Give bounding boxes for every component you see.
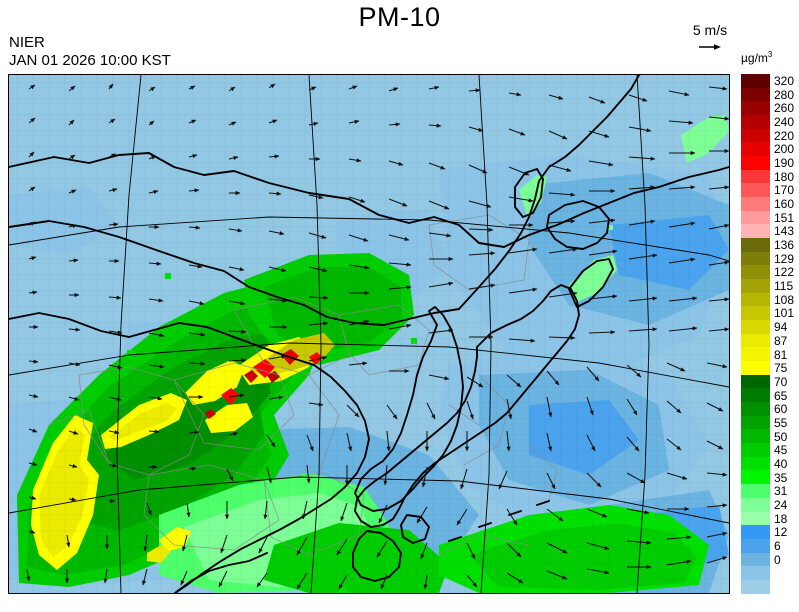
colorbar-tick-label: 101	[774, 306, 795, 321]
colorbar-unit-main: µg/m	[741, 51, 768, 65]
colorbar-tick-label: 0	[774, 552, 781, 567]
colorbar-tick-label: 35	[774, 470, 788, 485]
colorbar-swatch	[741, 374, 770, 389]
colorbar-unit-label: µg/m3	[741, 50, 799, 65]
colorbar-swatch	[741, 579, 770, 594]
colorbar-swatch	[741, 484, 770, 498]
colorbar-swatch	[741, 470, 770, 485]
colorbar-swatch	[741, 497, 770, 512]
colorbar-tick-label: 260	[774, 101, 795, 116]
colorbar-swatch	[741, 238, 770, 252]
colorbar-tick-label: 280	[774, 87, 795, 102]
colorbar-swatch	[741, 265, 770, 280]
colorbar-tick-label: 65	[774, 388, 788, 403]
colorbar-swatch	[741, 456, 770, 471]
colorbar-tick-label: 160	[774, 197, 795, 211]
colorbar-tick-label: 81	[774, 347, 788, 362]
colorbar-tick-label: 94	[774, 320, 788, 335]
colorbar-swatch	[741, 443, 770, 457]
colorbar-tick-label: 60	[774, 402, 788, 417]
agency-label: NIER	[9, 34, 45, 51]
colorbar-swatch	[741, 552, 770, 567]
colorbar-swatch	[741, 169, 770, 184]
colorbar-tick-label: 55	[774, 415, 788, 430]
wind-arrow-icon	[665, 42, 755, 54]
colorbar-tick-label: 40	[774, 457, 788, 471]
page-title: PM-10	[358, 2, 441, 32]
colorbar-tick-label: 12	[774, 525, 788, 540]
colorbar-tick-label: 18	[774, 511, 788, 526]
colorbar-swatch	[741, 224, 770, 239]
colorbar-swatch	[741, 429, 770, 444]
colorbar-tick-label: 50	[774, 429, 788, 444]
colorbar-swatch	[741, 87, 770, 102]
colorbar-tick-label: 129	[774, 251, 795, 266]
colorbar-labels: 320 280 260 240 220 200 190 180 170 160 151 143 136 1…	[774, 74, 799, 599]
colorbar-swatch	[741, 101, 770, 116]
colorbar-tick-label: 115	[774, 279, 794, 294]
colorbar-tick-label: 87	[774, 333, 788, 348]
colorbar-tick-label: 220	[774, 128, 795, 143]
colorbar-swatch	[741, 128, 770, 143]
colorbar-tick-label: 143	[774, 224, 795, 239]
colorbar-tick-label: 240	[774, 114, 795, 129]
colorbar-tick-label: 170	[774, 183, 795, 198]
colorbar-swatch	[741, 511, 770, 526]
colorbar-swatch	[741, 320, 770, 334]
colorbar-swatch	[741, 197, 770, 211]
colorbar-tick-label: 151	[774, 210, 795, 225]
colorbar-tick-label: 75	[774, 361, 788, 376]
colorbar-tick-label: 180	[774, 169, 795, 184]
colorbar-tick-label: 6	[774, 539, 781, 554]
colorbar-swatch	[741, 279, 770, 293]
colorbar-swatch	[741, 361, 770, 375]
colorbar-swatch	[741, 292, 770, 307]
colorbar-tick-label: 190	[774, 155, 795, 170]
wind-scale-label: 5 m/s	[692, 22, 728, 38]
colorbar-swatch	[741, 210, 770, 225]
colorbar-swatch	[741, 115, 770, 129]
colorbar-tick-label: 200	[774, 142, 795, 157]
colorbar-swatch	[741, 525, 770, 539]
colorbar-tick-label: 320	[774, 73, 795, 88]
colorbar-unit-exponent: 3	[767, 50, 773, 59]
colorbar-swatch	[741, 415, 770, 430]
colorbar-swatch	[741, 251, 770, 266]
colorbar-swatch	[741, 333, 770, 348]
colorbar-tick-label: 31	[774, 484, 788, 499]
wind-scale-key: 5 m/s	[665, 22, 755, 54]
colorbar-tick-label: 45	[774, 443, 788, 458]
colorbar-tick-label: 108	[774, 292, 795, 307]
wind-vectors	[26, 83, 729, 590]
map-svg	[9, 75, 729, 593]
colorbar-tick-label: 70	[774, 374, 788, 389]
colorbar-swatch	[741, 566, 770, 580]
colorbar-swatch	[741, 538, 770, 553]
colorbar-swatch	[741, 183, 770, 198]
colorbar-swatch	[741, 156, 770, 170]
colorbar-swatch	[741, 388, 770, 403]
coastline	[9, 75, 729, 593]
map-canvas[interactable]	[8, 74, 730, 594]
datetime-label: JAN 01 2026 10:00 KST	[9, 52, 171, 69]
colorbar	[741, 74, 770, 594]
colorbar-tick-label: 122	[774, 265, 795, 280]
colorbar-swatch	[741, 306, 770, 321]
colorbar-tick-label: 24	[774, 498, 788, 513]
province-boundaries	[48, 214, 558, 556]
colorbar-swatch	[741, 402, 770, 416]
colorbar-swatch	[741, 142, 770, 157]
graticule	[9, 75, 729, 593]
colorbar-swatch	[741, 347, 770, 362]
colorbar-tick-label: 136	[774, 238, 795, 253]
colorbar-swatch	[741, 74, 770, 88]
